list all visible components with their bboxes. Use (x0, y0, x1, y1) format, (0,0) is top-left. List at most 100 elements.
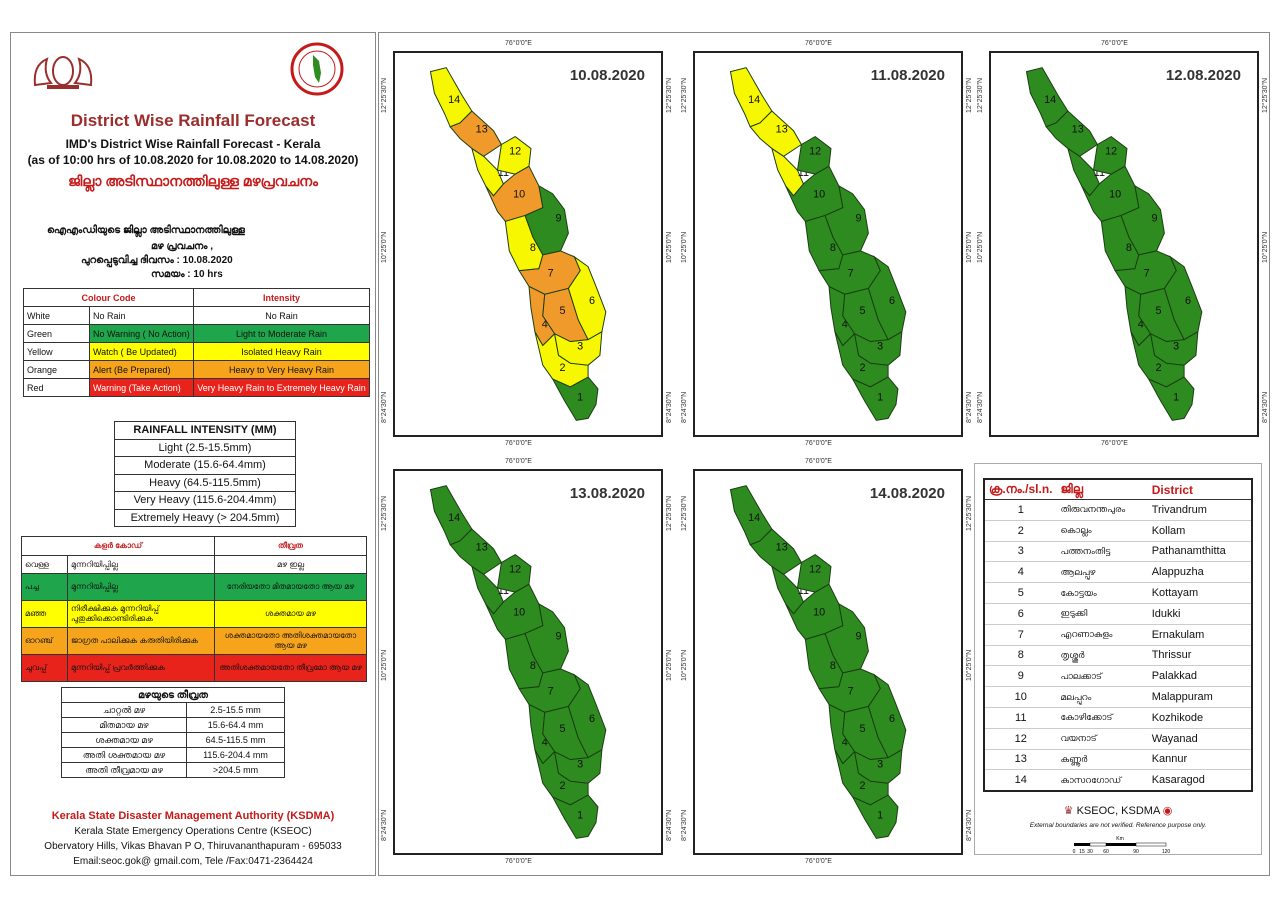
scale-bar: Km 0 15 30 60 90 120 (1073, 836, 1170, 855)
coord-lat: 12°25'30"N (381, 77, 388, 113)
ksdma-logo-icon (290, 42, 344, 96)
district-11 (471, 147, 504, 197)
district-12 (1092, 136, 1128, 175)
district-11 (771, 147, 804, 197)
district-number: 13 (984, 749, 1057, 771)
district-name-ml: വയനാട് (1056, 728, 1148, 750)
district-label: 7 (1144, 268, 1150, 280)
dist-header-sl: ക്ര.നം./sl.n. (984, 479, 1057, 500)
legend-ml-intensity: നേരിയതോ മിതമായതോ ആയ മഴ (214, 573, 367, 601)
district-number: 10 (984, 686, 1057, 708)
coord-lat: 12°25'30"N (966, 495, 973, 531)
district-row: 9 പാലക്കാട് Palakkad (984, 665, 1252, 688)
legend-action: Alert (Be Prepared) (89, 360, 194, 379)
legend-ml-color-name: മഞ്ഞ (21, 600, 68, 628)
map-panel: ക്ര.നം./sl.n. ജില്ല District 1 തിരുവനന്തപ… (378, 32, 1270, 876)
district-name-en: Kollam (1147, 520, 1252, 542)
legend-header-intensity-ml: തീവ്രത (214, 536, 367, 556)
district-label: 6 (1185, 295, 1191, 307)
district-name-en: Kottayam (1147, 582, 1252, 604)
legend-table-en: Colour Code Intensity White No Rain No Rai… (23, 288, 371, 397)
district-number: 14 (984, 769, 1057, 792)
intensity-value: Very Heavy (115.6-204.4mm) (114, 491, 296, 510)
map-date: 13.08.2020 (569, 485, 645, 502)
district-label: 8 (530, 660, 536, 672)
district-label: 10 (513, 607, 525, 619)
district-9 (1120, 184, 1165, 256)
district-label: 9 (556, 630, 562, 642)
district-label: 12 (509, 145, 521, 157)
coord-lat: 10°25'0"N (681, 649, 688, 681)
coord-lat: 10°25'0"N (1262, 231, 1269, 263)
district-label: 13 (1072, 124, 1084, 136)
intensity-table-ml: മഴയുടെ തീവ്രത ചാറ്റൽ മഴ 2.5-15.5 mm മിതമായ… (61, 687, 285, 778)
district-row: 13 കണ്ണൂർ Kannur (984, 749, 1252, 771)
district-label: 12 (509, 563, 521, 575)
mal-line: സമയം : 10 hrs (151, 269, 223, 280)
legend-ml-intensity: അതിശക്തമായതോ തീവ്രമോ ആയ മഴ (214, 654, 367, 682)
district-9 (524, 184, 569, 256)
ksdma-credit: ♛ KSEOC, KSDMA ◉ (975, 804, 1261, 817)
district-label: 13 (476, 542, 488, 554)
legend-ml-color-name: ചുവപ്പ് (21, 654, 68, 682)
intensity-row: Moderate (15.6-64.4mm) (114, 456, 296, 475)
district-label: 5 (1155, 305, 1161, 317)
district-label: 12 (809, 563, 821, 575)
district-name-ml: എറണാകുളം (1056, 624, 1148, 646)
coord-lat: 10°25'0"N (381, 649, 388, 681)
district-label: 9 (1152, 212, 1158, 224)
mal-line: ഐഎംഡിയുടെ ജില്ലാ അടിസ്ഥാനത്തിലുള്ള (47, 225, 245, 236)
district-name-en: Palakkad (1147, 665, 1252, 688)
district-label: 7 (848, 686, 854, 698)
legend-intensity: Light to Moderate Rain (192, 324, 371, 343)
coord-lat: 8°24'30"N (381, 391, 388, 423)
legend-ml-row: പച്ച മുന്നറിയിപ്പില്ല നേരിയതോ മിതമായതോ ആയ … (21, 573, 367, 601)
district-name-en: Kasaragod (1147, 769, 1252, 792)
forecast-map: 1 2 3 4 5 6 7 8 9 10 11 12 13 14 12.08.2020 (989, 51, 1259, 437)
district-number: 3 (984, 541, 1057, 563)
district-name-ml: മലപ്പുറം (1056, 686, 1148, 708)
legend-ml-color-name: പച്ച (21, 573, 68, 601)
district-12 (496, 136, 532, 175)
dist-header-ml: ജില്ല (1056, 479, 1148, 500)
subtitle: IMD's District Wise Rainfall Forecast - … (65, 137, 321, 151)
coord-lat: 8°24'30"N (966, 391, 973, 423)
district-9 (824, 184, 869, 256)
coord-lat: 8°24'30"N (1262, 391, 1269, 423)
district-label: 7 (548, 268, 554, 280)
disclaimer: External boundaries are not verified. Re… (1029, 822, 1207, 829)
legend-panel: District Wise Rainfall Forecast IMD's Di… (10, 32, 376, 876)
coord-lon-bottom: 76°0'0"E (505, 858, 532, 865)
intensity-ml-range: >204.5 mm (186, 762, 285, 778)
coord-lat: 10°25'0"N (381, 231, 388, 263)
district-label: 2 (1155, 362, 1161, 374)
district-number: 4 (984, 561, 1057, 584)
district-row: 7 എറണാകുളം Ernakulam (984, 624, 1252, 646)
legend-ml-action: ജാഗ്രത പാലിക്കുക കരുതിയിരിക്കുക (67, 627, 215, 655)
district-key-box: ക്ര.നം./sl.n. ജില്ല District 1 തിരുവനന്തപ… (974, 463, 1262, 855)
district-14 (729, 485, 773, 546)
mal-line: പുറപ്പെടുവിച്ച ദിവസം : 10.08.2020 (81, 255, 233, 266)
legend-row: Green No Warning ( No Action) Light to Mod… (23, 324, 371, 343)
district-name-ml: കാസറഗോഡ് (1056, 769, 1148, 792)
legend-row: Yellow Watch ( Be Updated) Isolated Heavy … (23, 342, 371, 361)
district-label: 2 (559, 780, 565, 792)
district-name-ml: പാലക്കാട് (1056, 665, 1148, 688)
district-label: 4 (842, 737, 848, 749)
district-name-en: Trivandrum (1147, 499, 1252, 521)
district-label: 9 (856, 630, 862, 642)
district-14 (1025, 67, 1069, 128)
intensity-ml-row: മിതമായ മഴ 15.6-64.4 mm (61, 717, 285, 733)
district-label: 6 (589, 295, 595, 307)
org-name: Kerala State Disaster Management Authori… (51, 810, 335, 822)
coord-lat: 8°24'30"N (666, 809, 673, 841)
intensity-title: RAINFALL INTENSITY (MM) (114, 421, 296, 440)
intensity-row: Heavy (64.5-115.5mm) (114, 473, 296, 492)
district-label: 1 (1173, 392, 1179, 404)
legend-action: Watch ( Be Updated) (89, 342, 194, 361)
district-label: 10 (1109, 189, 1121, 201)
district-label: 4 (842, 319, 848, 331)
scale-tick: 90 (1133, 849, 1139, 855)
